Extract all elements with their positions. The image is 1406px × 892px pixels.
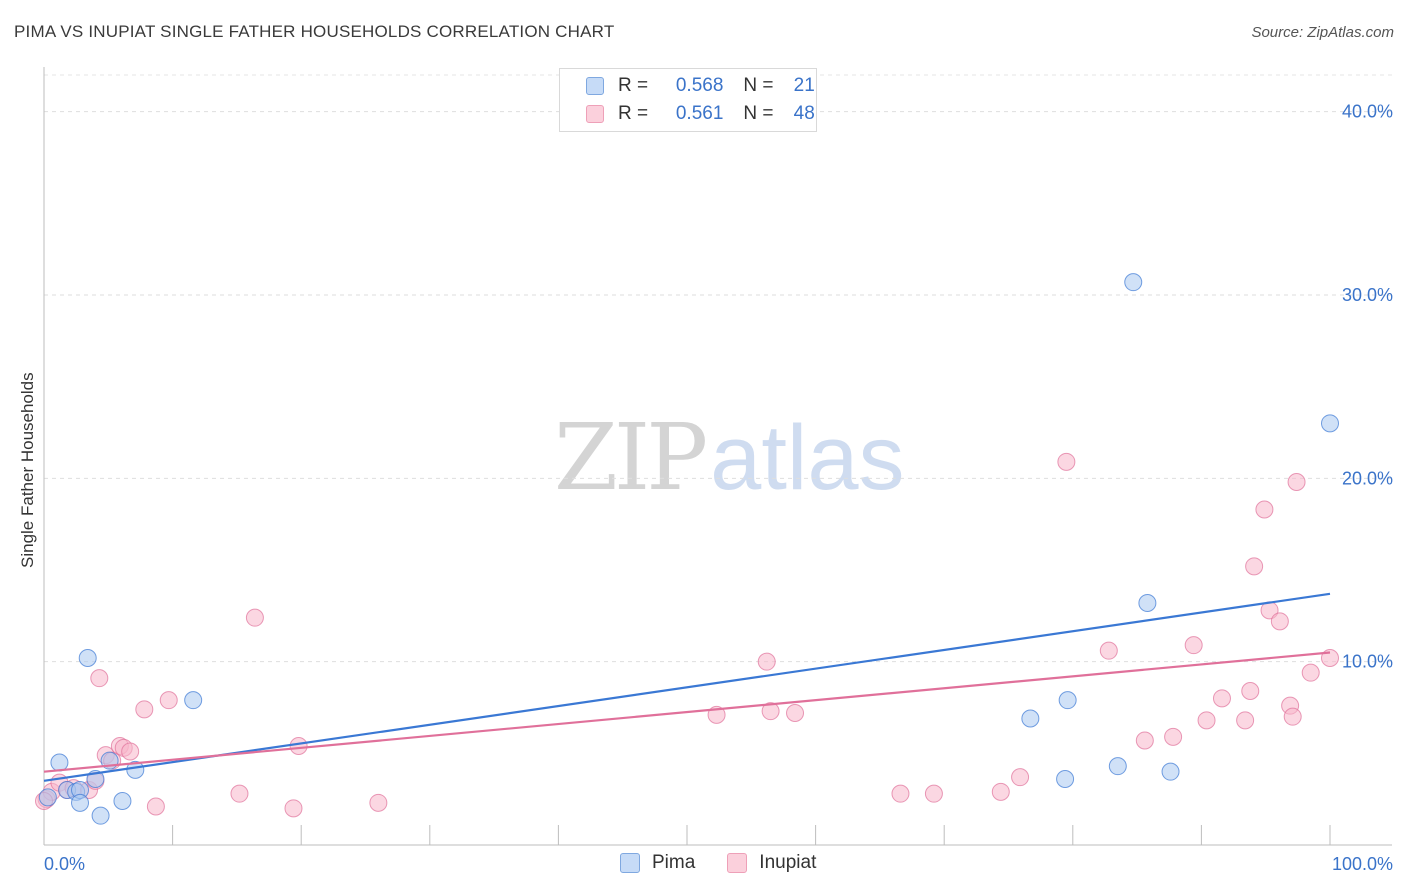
x-tick-label: 0.0% [44,854,85,874]
data-point-inupiat [1283,707,1302,726]
legend-r-label: R = [618,75,649,96]
series-legend: Pima Inupiat [620,852,848,874]
data-point-inupiat [924,784,943,803]
data-point-inupiat [1212,689,1231,708]
data-point-inupiat [891,784,910,803]
legend-n-label: N = [743,103,774,124]
data-point-inupiat [245,608,264,627]
legend-r-label: R = [618,103,649,124]
data-point-inupiat [135,700,154,719]
data-point-inupiat [761,702,780,721]
series-swatch-pima [620,853,640,873]
data-point-inupiat [757,652,776,671]
x-tick-label: 100.0% [1332,854,1393,874]
data-point-pima [184,691,203,710]
data-point-inupiat [1287,473,1306,491]
legend-n-value: 21 [793,75,815,96]
data-point-pima [1321,414,1339,433]
data-point-inupiat [1011,768,1030,787]
data-point-inupiat [1255,500,1274,519]
chart-title: PIMA VS INUPIAT SINGLE FATHER HOUSEHOLDS… [14,22,615,41]
data-point-pima [1161,762,1180,781]
y-tick-label: 30.0% [1342,285,1393,305]
data-point-pima [1058,691,1077,710]
legend-n-label: N = [743,75,774,96]
data-point-pima [38,788,57,807]
data-point-inupiat [1301,663,1320,682]
data-point-inupiat [1245,557,1264,576]
legend-swatch-pima [586,77,604,95]
data-point-inupiat [1270,612,1289,631]
data-point-pima [1021,709,1040,728]
watermark-zip: ZIP [554,404,708,511]
data-point-inupiat [786,704,805,722]
data-point-pima [91,806,110,825]
data-point-pima [78,649,97,667]
series-name-inupiat: Inupiat [759,852,817,873]
data-point-inupiat [1184,636,1203,655]
watermark-atlas: atlas [710,407,905,509]
legend-r-value: 0.568 [675,75,724,96]
data-point-pima [1138,594,1157,612]
correlation-legend: R = 0.568 N = 21 R = 0.561 N = 48 [559,68,817,132]
data-point-inupiat [1057,452,1076,471]
data-point-inupiat [284,799,303,818]
data-point-inupiat [146,797,165,816]
legend-row-pima: R = 0.568 N = 21 [586,74,815,98]
legend-swatch-inupiat [586,105,604,123]
series-legend-item-pima: Pima [620,852,695,874]
watermark: ZIPatlas [554,404,905,511]
data-point-pima [1108,757,1127,776]
data-point-inupiat [121,742,140,761]
data-point-pima [1124,273,1143,292]
data-point-inupiat [1164,727,1183,746]
data-point-inupiat [289,737,308,755]
data-point-pima [113,792,132,810]
data-point-pima [50,753,69,772]
data-point-inupiat [1197,711,1216,730]
data-point-inupiat [90,669,109,688]
series-swatch-inupiat [727,853,748,873]
series-name-pima: Pima [652,852,696,873]
y-tick-label: 40.0% [1342,102,1393,122]
data-point-inupiat [230,784,249,803]
data-point-inupiat [1241,682,1260,700]
data-point-inupiat [369,793,388,812]
data-point-inupiat [159,691,178,710]
legend-n-value: 48 [793,103,815,124]
series-legend-item-inupiat: Inupiat [727,852,816,874]
data-point-pima [1056,770,1075,788]
data-point-inupiat [1135,731,1154,750]
source-label: Source: ZipAtlas.com [1251,24,1394,41]
data-point-pima [71,793,90,812]
data-point-inupiat [1099,641,1118,660]
data-point-inupiat [1236,711,1255,730]
legend-r-value: 0.561 [675,103,724,124]
y-tick-label: 10.0% [1342,652,1393,672]
data-point-inupiat [991,782,1010,801]
legend-row-inupiat: R = 0.561 N = 48 [586,102,815,126]
trend-line-pima [43,592,1331,782]
y-tick-label: 20.0% [1342,468,1393,488]
trend-line-inupiat [43,651,1331,773]
